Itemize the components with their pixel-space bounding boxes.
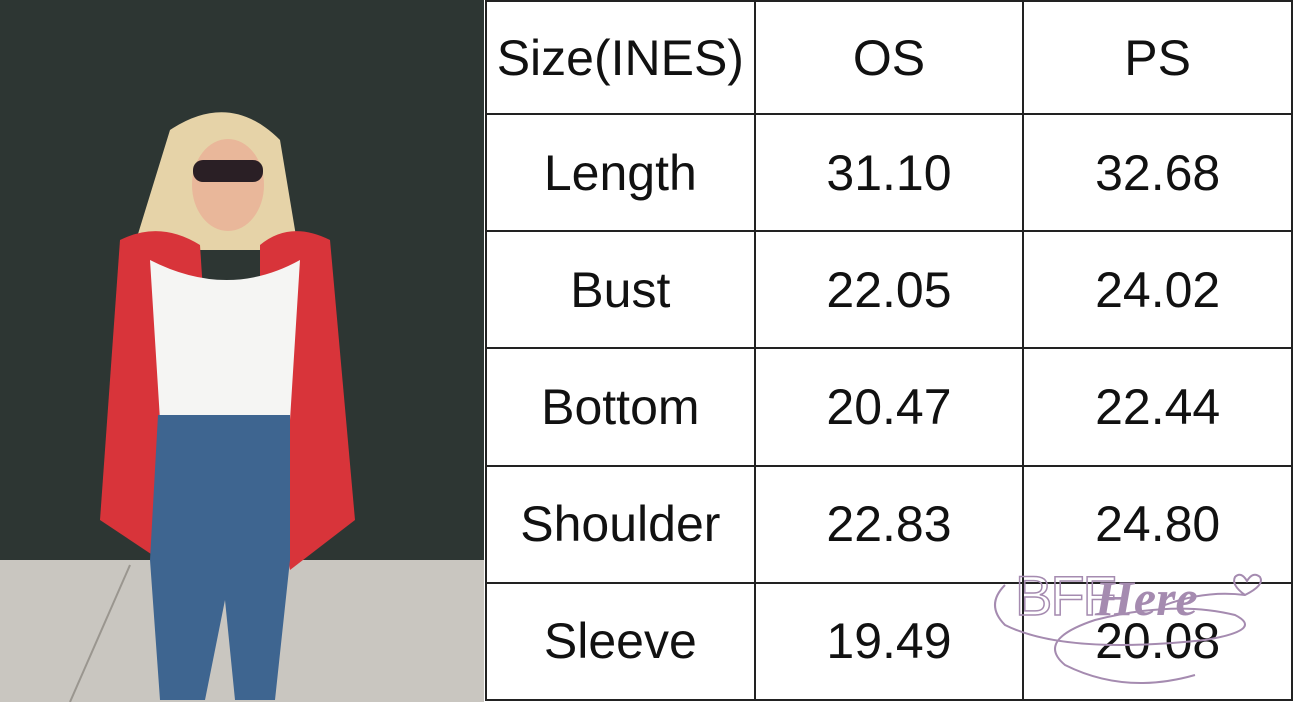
model-photo	[0, 0, 484, 702]
table-header-row: Size(INES) OS PS	[485, 0, 1293, 116]
row-label: Bust	[485, 230, 756, 350]
ps-value: 24.02	[1022, 230, 1293, 350]
ps-value: 20.08	[1022, 581, 1293, 702]
size-chart-table: Size(INES) OS PS Length 31.10 32.68 Bust…	[485, 0, 1293, 702]
table-row: Length 31.10 32.68	[485, 113, 1293, 233]
os-value: 19.49	[753, 581, 1025, 702]
os-value: 31.10	[753, 113, 1025, 233]
header-ps: PS	[1022, 0, 1293, 116]
os-value: 22.83	[753, 464, 1025, 584]
row-label: Length	[485, 113, 756, 233]
table-row: Shoulder 22.83 24.80	[485, 464, 1293, 584]
header-size: Size(INES)	[485, 0, 756, 116]
table-row: Bust 22.05 24.02	[485, 230, 1293, 350]
row-label: Shoulder	[485, 464, 756, 584]
header-os: OS	[753, 0, 1025, 116]
model	[100, 112, 355, 700]
table-row: Bottom 20.47 22.44	[485, 347, 1293, 467]
ps-value: 24.80	[1022, 464, 1293, 584]
row-label: Sleeve	[485, 581, 756, 702]
os-value: 22.05	[753, 230, 1025, 350]
ps-value: 22.44	[1022, 347, 1293, 467]
os-value: 20.47	[753, 347, 1025, 467]
table-row: Sleeve 19.49 20.08	[485, 581, 1293, 702]
row-label: Bottom	[485, 347, 756, 467]
ps-value: 32.68	[1022, 113, 1293, 233]
